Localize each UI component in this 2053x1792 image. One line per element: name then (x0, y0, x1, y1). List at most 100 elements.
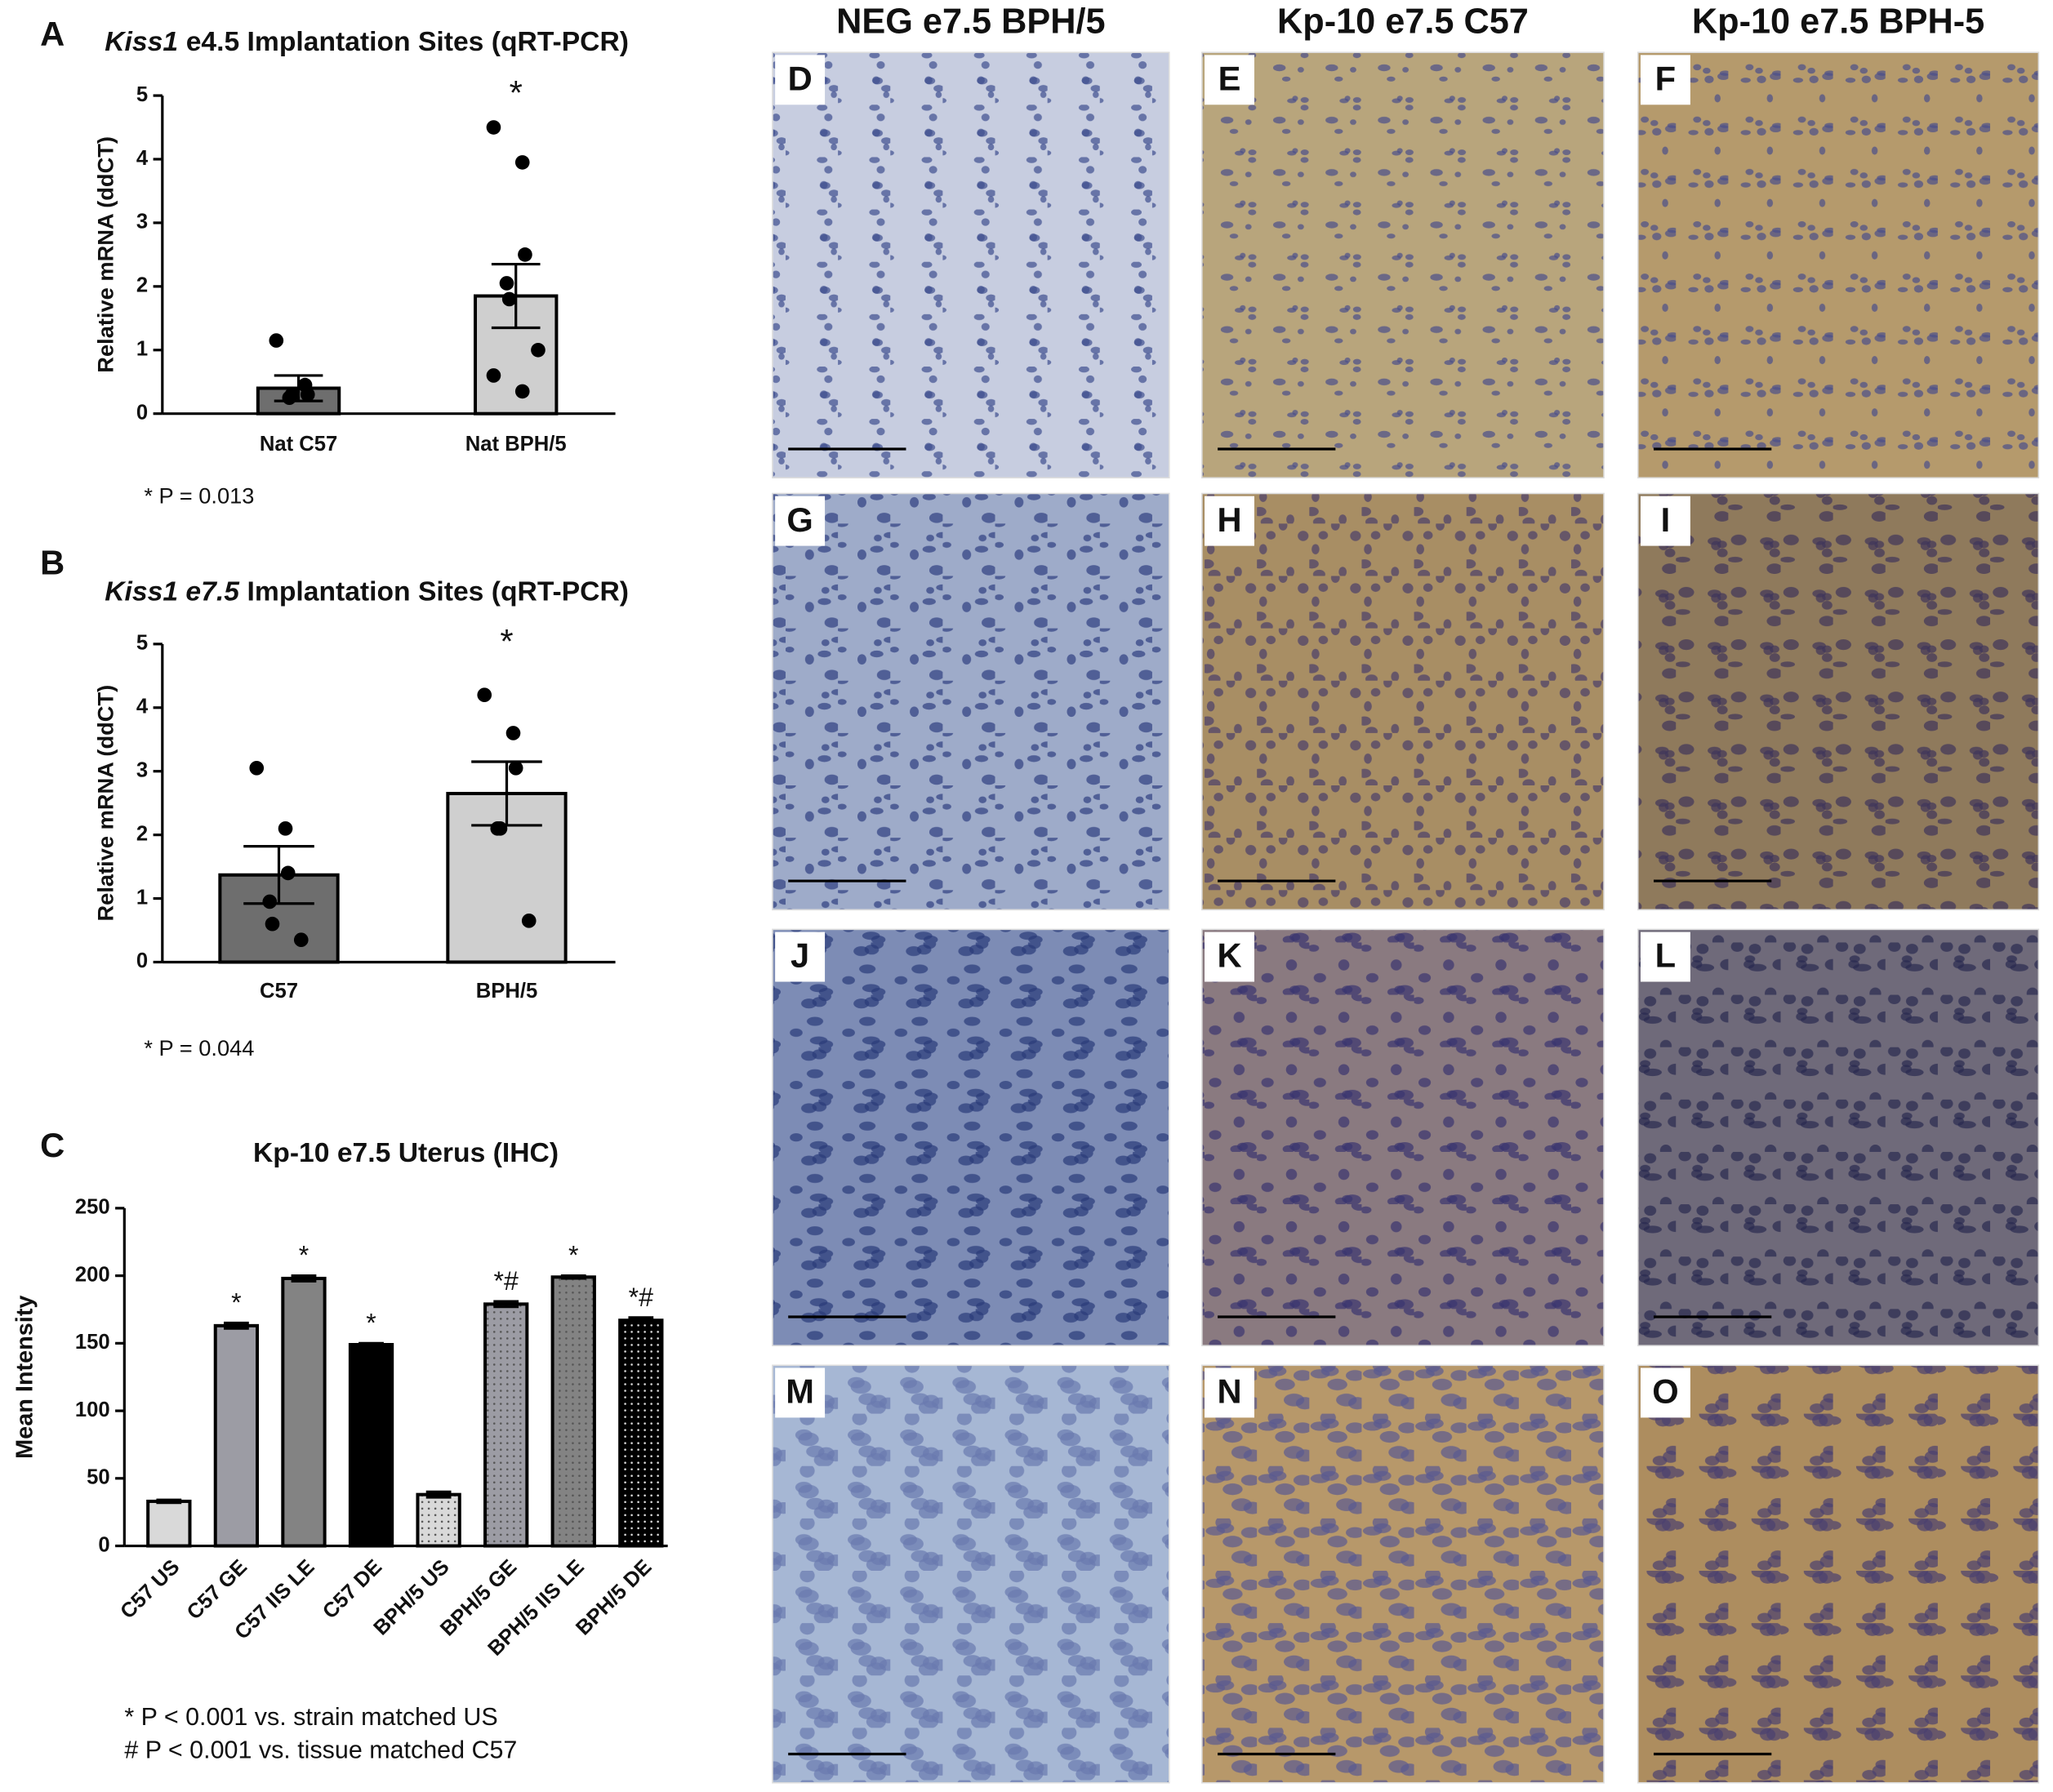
micrograph (772, 1364, 1170, 1784)
data-point (486, 368, 501, 383)
error-bar (243, 845, 314, 905)
micrograph (772, 492, 1170, 911)
micrograph (1637, 492, 2040, 911)
footnote: * P = 0.013 (144, 482, 254, 508)
letter-box (1640, 496, 1690, 546)
letter-box (1205, 496, 1254, 546)
data-point (300, 387, 315, 402)
letter-box (1640, 1367, 1690, 1418)
x-tick-label: Nat C57 (260, 433, 337, 456)
panel-letter: C (40, 1126, 65, 1164)
significance-mark: * (510, 73, 523, 112)
x-tick-label: C57 GE (183, 1555, 252, 1624)
y-tick-label: 0 (98, 1533, 109, 1556)
panel-letter: A (40, 15, 65, 53)
title-text: e4.5 Implantation Sites (qRT-PCR) (186, 27, 629, 57)
data-point (514, 155, 530, 170)
data-point (531, 342, 546, 358)
y-axis-label: Relative mRNA (ddCT) (93, 136, 118, 373)
panel-letter: E (1218, 59, 1241, 97)
bar (550, 1275, 596, 1548)
error-bar (291, 1274, 317, 1283)
data-point (284, 387, 300, 402)
y-axis-label: Mean Intensity (12, 1296, 38, 1459)
letter-box (775, 55, 826, 105)
panel-letter: N (1217, 1372, 1241, 1411)
data-point (262, 894, 278, 909)
data-point (280, 865, 296, 881)
data-point (249, 760, 265, 776)
micrograph (772, 928, 1170, 1347)
title-italic: Kiss1 e7.5 (105, 576, 240, 607)
data-point (518, 247, 532, 262)
micrograph (1637, 1364, 2040, 1784)
micrograph (1201, 492, 1605, 911)
panel-letter: H (1217, 500, 1241, 539)
y-tick-label: 100 (75, 1398, 110, 1421)
letter-box (1640, 932, 1690, 982)
y-tick-label: 200 (75, 1263, 110, 1286)
x-tick-label: C57 US (116, 1555, 184, 1623)
y-tick-label: 2 (136, 822, 148, 845)
panel-letter: G (786, 500, 813, 539)
panel-letter: O (1652, 1372, 1678, 1411)
column-title: NEG e7.5 BPH/5 (836, 2, 1105, 41)
letter-box (775, 932, 826, 982)
micrograph (1201, 928, 1605, 1347)
y-tick-label: 5 (136, 83, 148, 106)
micrograph (1201, 1364, 1605, 1784)
data-point (278, 821, 293, 836)
significance-mark: * (568, 1241, 578, 1270)
y-tick-label: 250 (75, 1196, 110, 1219)
data-point (505, 726, 521, 740)
panel-letter: F (1655, 59, 1676, 97)
panel-letter: I (1661, 500, 1671, 539)
significance-mark: *# (629, 1283, 653, 1312)
significance-mark: * (231, 1288, 241, 1318)
y-tick-label: 150 (75, 1331, 110, 1354)
y-tick-label: 3 (136, 758, 148, 781)
y-tick-label: 0 (136, 401, 148, 424)
panel-letter: J (790, 936, 809, 975)
title-text: Implantation Sites (qRT-PCR) (247, 576, 629, 607)
footnote: * P = 0.044 (144, 1035, 254, 1061)
chart-title: Kiss1 e4.5 Implantation Sites (qRT-PCR) (105, 27, 629, 57)
footnote: * P < 0.001 vs. strain matched US (124, 1703, 497, 1731)
data-point (477, 687, 492, 703)
panel-letter: L (1655, 936, 1676, 975)
micrograph (1201, 51, 1605, 479)
panel-letter: K (1217, 936, 1241, 975)
letter-box (1640, 55, 1690, 105)
letter-box (1205, 1367, 1254, 1418)
significance-mark: * (299, 1241, 309, 1270)
footnote: # P < 0.001 vs. tissue matched C57 (124, 1736, 517, 1763)
data-point (293, 932, 309, 948)
chart-title: Kp-10 e7.5 Uterus (IHC) (253, 1138, 559, 1168)
y-tick-label: 4 (136, 147, 149, 170)
data-point (492, 821, 508, 836)
error-bar (156, 1498, 182, 1505)
data-point (521, 914, 537, 928)
data-point (499, 276, 514, 291)
data-point (486, 120, 501, 135)
significance-mark: * (366, 1308, 376, 1337)
data-point (501, 291, 517, 307)
error-bar (224, 1321, 249, 1330)
y-tick-label: 3 (136, 211, 148, 233)
column-title: Kp-10 e7.5 C57 (1277, 2, 1529, 41)
bar (348, 1343, 394, 1548)
error-bar (560, 1274, 586, 1280)
letter-box (1205, 55, 1254, 105)
data-point (269, 333, 284, 348)
y-tick-label: 4 (136, 696, 149, 718)
bar (213, 1323, 260, 1548)
significance-mark: * (500, 622, 513, 660)
title-italic: Kiss1 (105, 27, 178, 57)
letter-box (1205, 932, 1254, 982)
y-tick-label: 0 (136, 949, 148, 972)
micrograph (1637, 51, 2040, 479)
chart-title: Kiss1 e7.5 Implantation Sites (qRT-PCR) (105, 576, 629, 607)
data-point (265, 916, 280, 932)
y-axis-label: Relative mRNA (ddCT) (93, 685, 118, 922)
